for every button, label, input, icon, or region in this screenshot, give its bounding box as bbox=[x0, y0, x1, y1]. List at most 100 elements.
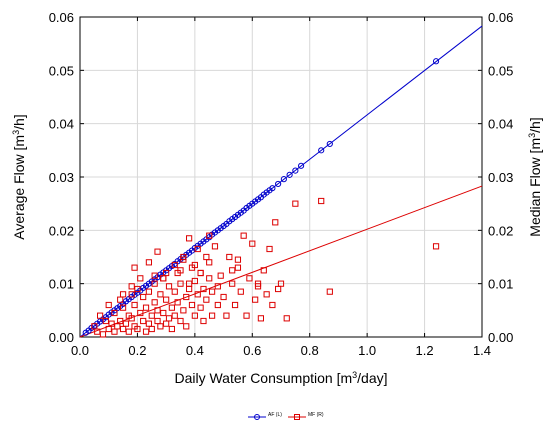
mf-point bbox=[326, 288, 333, 295]
mf-point bbox=[145, 288, 153, 295]
mf-point bbox=[208, 312, 216, 319]
mf-point bbox=[252, 296, 259, 303]
mf-point bbox=[148, 325, 155, 333]
mf-point bbox=[177, 267, 184, 274]
mf-point bbox=[260, 267, 267, 274]
legend-af-label: AF (L) bbox=[268, 412, 282, 418]
mf-point bbox=[97, 312, 104, 319]
mf-point bbox=[231, 301, 239, 309]
mf-point bbox=[226, 253, 233, 261]
mf-point bbox=[191, 312, 198, 319]
mf-point bbox=[194, 245, 201, 253]
mf-point bbox=[223, 312, 230, 319]
mf-point bbox=[211, 243, 219, 250]
data-markers bbox=[82, 58, 440, 338]
mf-point bbox=[246, 275, 253, 282]
mf-point bbox=[117, 317, 124, 325]
mf-point bbox=[208, 288, 216, 295]
mf-point bbox=[142, 328, 150, 335]
y-tick-label-left: 0.01 bbox=[49, 277, 74, 292]
mf-point bbox=[102, 317, 109, 325]
mf-point bbox=[131, 264, 138, 271]
mf-point bbox=[272, 219, 279, 226]
mf-point bbox=[105, 301, 112, 309]
y-tick-label-right: 0.06 bbox=[488, 10, 513, 25]
mf-point bbox=[200, 285, 207, 293]
mf-point bbox=[165, 283, 173, 290]
af-point bbox=[275, 180, 282, 188]
af-point bbox=[286, 171, 293, 178]
mf-point bbox=[186, 280, 193, 287]
mf-point bbox=[191, 277, 198, 285]
tick-labels: 0.0 0.2 0.4 0.6 0.8 1.0 1.2 1.40.00 0.000.01 0.01… bbox=[49, 10, 514, 358]
mf-point bbox=[111, 309, 118, 317]
y-tick-label-right: 0.00 bbox=[488, 330, 513, 345]
mf-point bbox=[140, 293, 147, 301]
mf-point bbox=[283, 315, 290, 322]
mf-point bbox=[151, 299, 158, 306]
mf-point bbox=[197, 269, 204, 277]
mf-point bbox=[160, 275, 167, 282]
mf-point bbox=[206, 259, 213, 266]
mf-point bbox=[142, 304, 150, 311]
mf-point bbox=[183, 323, 190, 330]
mf-point bbox=[180, 307, 187, 314]
mf-point bbox=[177, 280, 184, 287]
y-tick-label-right: 0.05 bbox=[488, 63, 513, 78]
mf-point bbox=[163, 296, 170, 303]
mf-point bbox=[217, 272, 224, 279]
y-tick-label-left: 0.04 bbox=[49, 117, 74, 132]
mf-point bbox=[137, 275, 144, 282]
af-point bbox=[298, 162, 305, 169]
y-tick-label-left: 0.00 bbox=[49, 330, 74, 345]
mf-point bbox=[194, 291, 201, 298]
mf-point bbox=[266, 245, 273, 253]
mf-point bbox=[229, 267, 236, 274]
mf-point bbox=[220, 293, 227, 301]
mf-point bbox=[154, 248, 161, 255]
x-tick-label: 0.6 bbox=[243, 343, 261, 358]
mf-point bbox=[131, 301, 138, 309]
x-tick-label: 1.0 bbox=[358, 343, 376, 358]
mf-point bbox=[254, 280, 262, 287]
mf-point bbox=[128, 315, 135, 322]
mf-point bbox=[275, 285, 282, 293]
y-tick-label-left: 0.06 bbox=[49, 10, 74, 25]
mf-point bbox=[171, 261, 178, 269]
y-axis-right-title: Median Flow [m3/h] bbox=[527, 117, 543, 236]
mf-point bbox=[157, 323, 164, 330]
mf-point bbox=[183, 293, 190, 301]
mf-point bbox=[318, 197, 325, 205]
y-tick-label-right: 0.04 bbox=[488, 117, 513, 132]
mf-point bbox=[229, 280, 236, 287]
mf-point bbox=[249, 240, 256, 247]
mf-point bbox=[263, 291, 270, 298]
mf-point bbox=[191, 261, 198, 269]
mf-point bbox=[197, 304, 204, 311]
mf-point bbox=[94, 328, 101, 335]
mf-point bbox=[171, 288, 178, 295]
mf-point bbox=[240, 232, 247, 239]
x-tick-label: 0.8 bbox=[301, 343, 319, 358]
af-point bbox=[280, 176, 287, 183]
y-tick-label-right: 0.03 bbox=[488, 170, 513, 185]
mf-point bbox=[237, 288, 244, 295]
legend-mf-marker bbox=[294, 414, 300, 420]
y-tick-label-right: 0.02 bbox=[488, 223, 513, 238]
af-point bbox=[432, 58, 440, 65]
mf-point bbox=[257, 315, 264, 322]
y-tick-label-left: 0.05 bbox=[49, 63, 74, 78]
af-point bbox=[318, 147, 325, 154]
y-tick-label-left: 0.02 bbox=[49, 223, 74, 238]
mf-point bbox=[234, 264, 242, 271]
y-tick-label-right: 0.01 bbox=[488, 277, 513, 292]
af-point bbox=[269, 185, 276, 192]
y-axis-left-title: Average Flow [m3/h] bbox=[11, 114, 27, 239]
mf-point bbox=[157, 291, 164, 298]
mf-point bbox=[151, 280, 158, 287]
mf-point bbox=[99, 331, 107, 338]
mf-point bbox=[134, 325, 141, 333]
af-point bbox=[292, 167, 299, 174]
mf-point bbox=[128, 283, 135, 290]
mf-point bbox=[206, 275, 213, 282]
